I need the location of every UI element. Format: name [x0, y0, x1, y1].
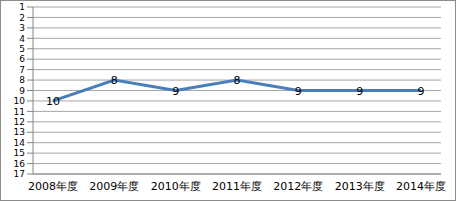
- svg-text:5: 5: [19, 44, 25, 54]
- svg-text:2010年度: 2010年度: [151, 180, 201, 193]
- svg-text:8: 8: [19, 75, 25, 85]
- svg-text:17: 17: [14, 169, 25, 179]
- svg-text:15: 15: [14, 148, 25, 158]
- svg-text:12: 12: [14, 117, 25, 127]
- svg-text:2014年度: 2014年度: [396, 180, 446, 193]
- svg-text:10: 10: [46, 95, 60, 108]
- svg-text:2013年度: 2013年度: [335, 180, 385, 193]
- svg-text:1: 1: [19, 2, 25, 12]
- svg-text:13: 13: [14, 127, 25, 137]
- svg-text:3: 3: [19, 23, 25, 33]
- svg-text:16: 16: [14, 159, 26, 169]
- svg-text:8: 8: [111, 74, 118, 87]
- svg-text:9: 9: [19, 86, 25, 96]
- svg-text:8: 8: [234, 74, 241, 87]
- svg-text:6: 6: [19, 54, 25, 64]
- svg-text:10: 10: [14, 96, 26, 106]
- svg-text:9: 9: [295, 85, 302, 98]
- svg-text:9: 9: [172, 85, 179, 98]
- svg-text:2011年度: 2011年度: [212, 180, 262, 193]
- svg-text:9: 9: [356, 85, 363, 98]
- svg-text:2009年度: 2009年度: [89, 180, 139, 193]
- svg-text:14: 14: [14, 138, 26, 148]
- svg-text:4: 4: [19, 34, 25, 44]
- svg-text:2: 2: [19, 13, 25, 23]
- svg-text:9: 9: [418, 85, 425, 98]
- svg-text:11: 11: [14, 107, 25, 117]
- svg-text:2012年度: 2012年度: [273, 180, 323, 193]
- svg-text:7: 7: [19, 65, 25, 75]
- svg-text:2008年度: 2008年度: [28, 180, 78, 193]
